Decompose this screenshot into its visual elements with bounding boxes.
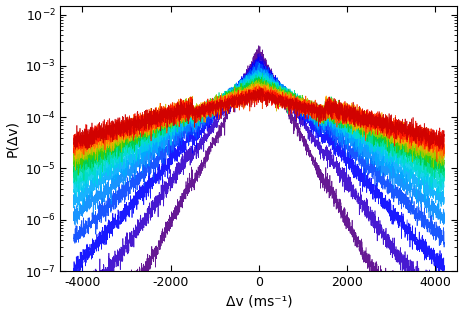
X-axis label: Δv (ms⁻¹): Δv (ms⁻¹) <box>225 295 292 308</box>
Y-axis label: P(Δv): P(Δv) <box>6 120 19 157</box>
